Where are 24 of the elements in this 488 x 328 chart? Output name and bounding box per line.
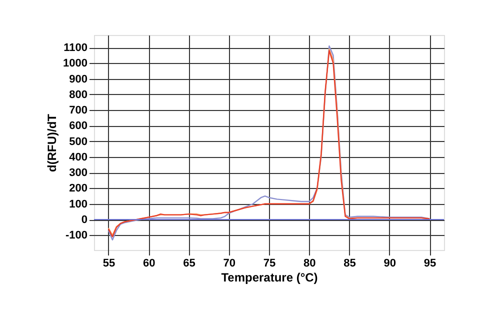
x-tick-label: 90 (384, 258, 396, 270)
x-tick-label: 80 (304, 258, 316, 270)
y-tick-label: 100 (69, 198, 88, 210)
y-tick-label: 900 (69, 73, 88, 86)
x-tick-label: 55 (102, 258, 116, 270)
y-tick-label: -100 (65, 230, 88, 242)
y-tick-label: 500 (69, 136, 88, 148)
x-tick-label: 95 (424, 258, 436, 270)
y-tick-label: 600 (69, 120, 88, 132)
y-tick-label: 300 (69, 167, 88, 180)
x-tick-label: 70 (223, 258, 236, 270)
y-tick-label: 800 (69, 88, 88, 101)
x-tick-label: 85 (344, 258, 356, 270)
y-tick-label: 1000 (63, 58, 88, 70)
y-axis-title: d(RFU)/dT (45, 113, 60, 172)
y-tick-label: 700 (69, 104, 88, 117)
x-tick-label: 60 (142, 258, 156, 270)
y-tick-label: 1100 (64, 42, 88, 54)
y-tick-label: 200 (69, 182, 88, 195)
y-tick-label: 400 (69, 151, 88, 164)
x-tick-label: 65 (183, 258, 196, 270)
y-tick-label: 0 (81, 214, 88, 226)
x-tick-label: 75 (263, 258, 276, 270)
x-axis-title: Temperature (°C) (221, 270, 318, 284)
